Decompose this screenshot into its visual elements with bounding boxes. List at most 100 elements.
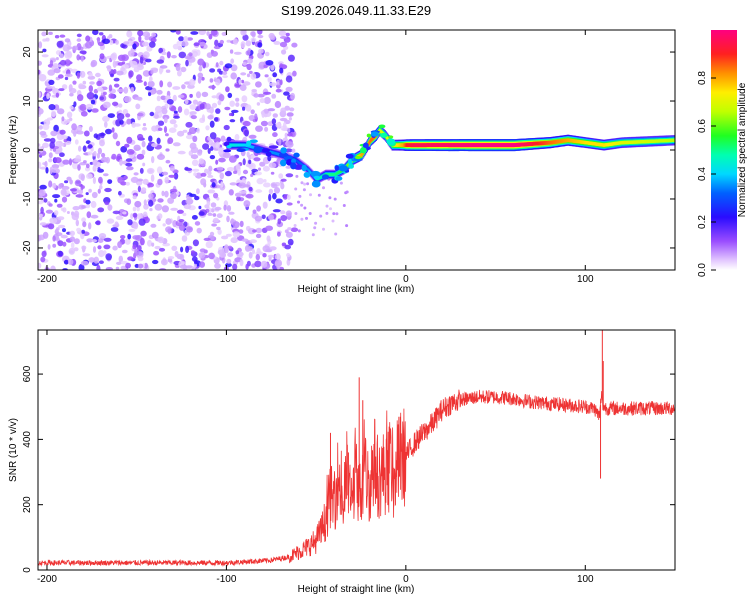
noise-blob [179, 264, 188, 269]
ridge-band [509, 143, 511, 148]
noise-blob [68, 158, 73, 166]
x-tick-label: -100 [216, 274, 236, 285]
ridge-band [248, 144, 251, 148]
noise-blob [73, 210, 80, 218]
colorbar: 0.0 0.2 0.4 0.6 0.8 Normalized spectral ampl… [697, 30, 748, 277]
noise-blob [297, 200, 300, 204]
ridge-band [503, 143, 506, 148]
ridge-band [251, 145, 254, 149]
noise-blob [271, 93, 277, 99]
ridge-band [413, 143, 415, 148]
ridge-band [243, 143, 246, 147]
noise-blob [272, 113, 278, 118]
noise-blob [165, 148, 170, 152]
ridge-band [239, 143, 242, 147]
noise-blob [200, 172, 207, 177]
noise-blob [161, 205, 169, 213]
ridge-band [637, 140, 639, 144]
noise-blob [278, 138, 282, 146]
noise-blob [183, 204, 192, 210]
noise-blob [41, 250, 47, 258]
ridge-band [237, 143, 239, 147]
noise-blob [128, 228, 136, 232]
noise-blob [104, 187, 112, 193]
noise-blob [226, 39, 232, 43]
noise-blob [142, 123, 147, 127]
noise-blob [229, 182, 237, 186]
noise-blob [272, 209, 281, 213]
ridge-band [308, 170, 311, 173]
noise-blob [80, 111, 88, 117]
ridge-band [524, 142, 526, 147]
ridge-band [567, 138, 569, 142]
ridge-band [613, 142, 615, 146]
noise-blob [240, 30, 247, 36]
noise-blob [61, 196, 68, 203]
ridge-band [600, 143, 603, 147]
ridge-band [436, 143, 438, 147]
ridge-band [336, 171, 339, 175]
noise-blob [179, 224, 186, 231]
noise-blob [177, 130, 185, 137]
ridge-band [590, 141, 593, 146]
ridge-band [623, 140, 626, 145]
ridge-band [623, 140, 625, 145]
x-tick-label: -200 [37, 274, 57, 285]
noise-blob [170, 105, 177, 112]
noise-blob [292, 70, 297, 77]
noise-blob [126, 198, 132, 205]
ridge-band [428, 143, 430, 147]
ridge-band [520, 142, 523, 147]
noise-blob [59, 129, 66, 135]
noise-blob [55, 57, 59, 61]
noise-blob [157, 120, 165, 126]
noise-blob [99, 185, 103, 190]
noise-blob [177, 70, 182, 77]
noise-blob [254, 215, 263, 222]
noise-blob [143, 199, 147, 206]
noise-blob [116, 70, 124, 76]
noise-blob [196, 227, 202, 234]
noise-blob [215, 62, 219, 68]
ridge-band [424, 143, 427, 148]
noise-blob [201, 76, 205, 81]
ridge-band [475, 143, 478, 148]
ridge-band [634, 140, 637, 144]
noise-blob [331, 219, 335, 223]
noise-blob [198, 65, 203, 72]
ridge-band [607, 142, 610, 147]
noise-blob [79, 103, 87, 112]
ridge-band [671, 138, 673, 142]
noise-blob [74, 179, 82, 187]
noise-blob [184, 56, 193, 60]
noise-blob [208, 85, 216, 89]
noise-blob [75, 194, 84, 198]
ridge-band [440, 143, 443, 147]
noise-blob [48, 104, 56, 111]
ridge-band [275, 152, 278, 155]
noise-blob [188, 127, 197, 135]
noise-blob [257, 30, 263, 35]
ridge-band [568, 138, 570, 143]
noise-blob [142, 211, 148, 218]
ridge-band [638, 140, 640, 144]
ridge-band [239, 143, 241, 147]
noise-blob [267, 155, 272, 162]
ridge-band [429, 143, 431, 147]
noise-blob [137, 112, 144, 117]
ridge-band [455, 143, 457, 148]
noise-blob [109, 39, 114, 45]
noise-blob [224, 248, 229, 254]
noise-blob [229, 49, 234, 54]
noise-blob [151, 125, 158, 132]
noise-blob [38, 189, 46, 197]
noise-blob [248, 251, 253, 259]
noise-blob [38, 41, 43, 49]
noise-blob [60, 234, 68, 239]
noise-blob [85, 166, 91, 172]
noise-blob [70, 242, 75, 249]
noise-blob [92, 30, 99, 36]
snr-y-axis-label: SNR (10 * v/v) [8, 418, 19, 482]
noise-blob [278, 30, 287, 36]
noise-blob [134, 248, 140, 256]
